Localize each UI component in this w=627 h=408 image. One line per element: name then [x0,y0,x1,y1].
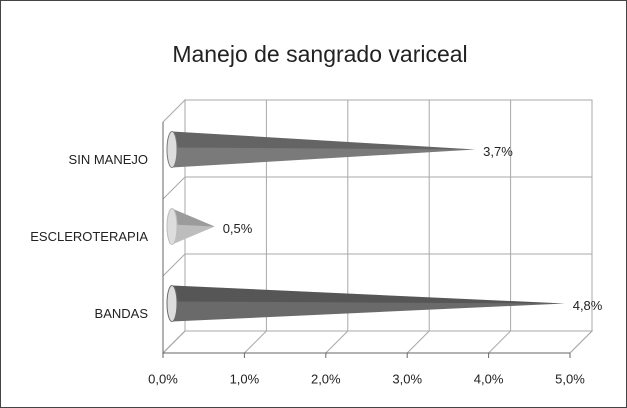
value-label: 4,8% [573,298,603,313]
x-tick-label: 3,0% [392,371,422,386]
value-label: 0,5% [223,221,253,236]
cone [172,285,565,322]
x-tick-label: 5,0% [555,371,585,386]
grid-line [406,330,430,354]
x-tick-label: 0,0% [148,371,178,386]
cone-top [172,131,476,150]
grid-line [325,330,349,354]
cone [172,208,215,245]
x-tick-label: 2,0% [311,371,341,386]
chart-title: Manejo de sangrado variceal [172,41,467,67]
x-tick-label: 4,0% [474,371,504,386]
cone-base [166,285,178,322]
grid-line [569,330,593,354]
x-tick-label: 1,0% [230,371,260,386]
band-line [162,176,186,200]
cone [172,131,476,168]
y-tick-label: SIN MANEJO [69,152,148,167]
cone-base [166,208,178,245]
band-line [162,253,186,277]
cone-top [172,285,565,304]
grid-line [244,330,267,354]
y-tick-label: BANDAS [95,306,149,321]
value-label: 3,7% [483,144,513,159]
grid-line [162,330,186,354]
cone-base [166,131,178,168]
cone-top [172,208,215,227]
grid-line [488,330,511,354]
y-tick-label: ESCLEROTERAPIA [30,229,148,244]
